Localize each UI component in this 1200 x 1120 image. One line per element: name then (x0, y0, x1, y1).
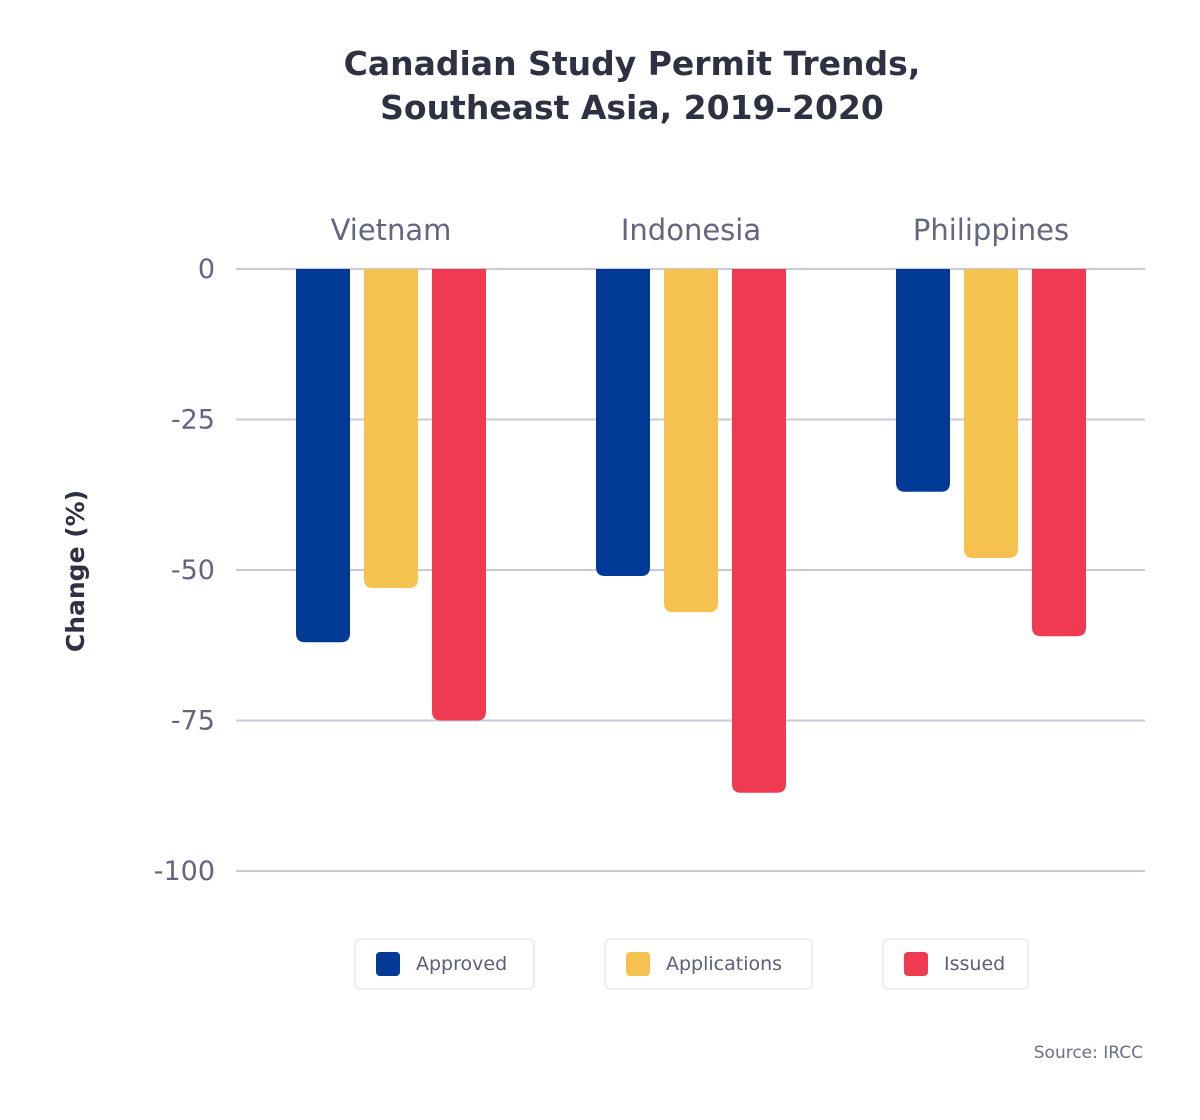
y-tick-label: 0 (198, 254, 215, 285)
legend-label-applications: Applications (666, 953, 783, 975)
legend-item-approved: Approved (354, 938, 535, 990)
y-tick-label: -100 (154, 856, 215, 887)
legend-label-approved: Approved (416, 953, 508, 975)
legend-swatch-applications (626, 952, 650, 976)
bar-issued-indonesia (732, 269, 786, 793)
legend-swatch-approved (376, 952, 400, 976)
legend-label-issued: Issued (944, 953, 1006, 975)
bar-applications-vietnam (364, 269, 418, 589)
category-label: Philippines (913, 213, 1069, 247)
legend-item-issued: Issued (882, 938, 1029, 990)
legend-swatch-issued (904, 952, 928, 976)
bar-approved-vietnam (296, 269, 350, 643)
source-note: Source: IRCC (1033, 1043, 1143, 1063)
y-tick-label: -75 (171, 706, 215, 737)
bar-applications-indonesia (664, 269, 718, 613)
category-label: Vietnam (331, 213, 452, 247)
bar-approved-indonesia (596, 269, 650, 577)
chart-title-line-2: Southeast Asia, 2019–2020 (380, 88, 884, 127)
bar-issued-vietnam (432, 269, 486, 721)
bar-approved-philippines (896, 269, 950, 492)
chart-title-line-1: Canadian Study Permit Trends, (343, 44, 921, 83)
bar-applications-philippines (964, 269, 1018, 558)
y-axis-label: Change (%) (61, 490, 90, 652)
bar-issued-philippines (1032, 269, 1086, 637)
y-tick-label: -25 (171, 405, 215, 436)
category-label: Indonesia (621, 213, 761, 247)
legend-item-applications: Applications (604, 938, 813, 990)
y-tick-label: -50 (171, 555, 215, 586)
chart-title: Canadian Study Permit Trends, Southeast … (0, 42, 1200, 130)
